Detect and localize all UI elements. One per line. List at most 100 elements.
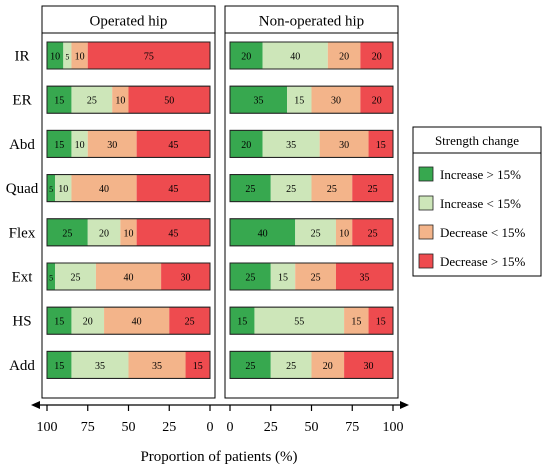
bar-segment	[270, 351, 312, 379]
row-label-ir: IR	[15, 49, 30, 65]
bar-border	[46, 262, 211, 291]
bar-value-label: 5	[49, 185, 53, 194]
bar-value-label: 30	[364, 361, 374, 372]
bar-segment	[335, 263, 393, 290]
legend-swatch	[418, 195, 434, 211]
bar-border	[46, 129, 211, 158]
bar-segment	[63, 42, 72, 69]
bar-segment	[319, 130, 369, 158]
bar-value-label: 40	[99, 184, 109, 195]
bar-value-label: 20	[83, 317, 93, 328]
bar-segment	[230, 86, 288, 114]
bar-segment	[47, 263, 56, 290]
legend-title: Strength change	[435, 133, 519, 148]
bar-border	[229, 41, 394, 70]
row-label-abd: Abd	[9, 137, 35, 153]
bar-segment	[128, 351, 186, 379]
bar-segment	[71, 86, 113, 114]
legend-swatch	[418, 253, 434, 269]
bar-segment	[185, 351, 210, 379]
bar-value-label: 5	[49, 274, 53, 283]
legend-swatch	[418, 166, 434, 182]
bar-segment	[136, 174, 210, 202]
bars-layer: 10 5 10 75 20 40 20 20 15 25 10 50 35 15 30 20 15 10 30 45 2…	[46, 41, 394, 379]
right-panel-title-box	[224, 5, 399, 34]
bar-segment	[311, 351, 345, 379]
bar-value-label: 30	[107, 140, 117, 151]
bar-value-label: 15	[376, 140, 386, 151]
bar-segment	[230, 307, 255, 335]
bar-border	[46, 85, 211, 114]
bar-segment	[352, 174, 393, 202]
bar-segment	[230, 42, 263, 69]
bar-segment	[169, 307, 210, 335]
bar-border	[229, 350, 394, 379]
bar-value-label: 25	[311, 228, 321, 239]
bar-value-label: 15	[54, 361, 64, 372]
bar-segment	[295, 263, 336, 290]
x-tick-label: 25	[162, 420, 176, 435]
bar-segment	[47, 130, 72, 158]
bar-border	[229, 174, 394, 203]
bar-segment	[136, 130, 210, 158]
bar-segment	[47, 174, 56, 202]
bar-value-label: 20	[241, 52, 251, 63]
bar-segment	[47, 351, 72, 379]
bar-value-label: 35	[286, 140, 296, 151]
x-tick-label: 75	[81, 420, 95, 435]
bar-value-label: 25	[71, 273, 81, 284]
bar-segment	[55, 174, 72, 202]
bar-value-label: 25	[245, 361, 255, 372]
x-tick-label: 0	[227, 420, 234, 435]
bar-border	[229, 218, 394, 247]
x-tick-label: 100	[383, 420, 404, 435]
bar-value-label: 25	[245, 273, 255, 284]
bar-value-label: 15	[376, 317, 386, 328]
bar-segment	[344, 307, 369, 335]
bar-value-label: 50	[164, 96, 174, 107]
bar-value-label: 45	[168, 140, 178, 151]
bar-value-label: 15	[351, 317, 361, 328]
bar-value-label: 40	[258, 228, 268, 239]
x-tick-label: 25	[264, 420, 278, 435]
bar-value-label: 30	[339, 140, 349, 151]
bar-value-label: 40	[290, 52, 300, 63]
row-labels-layer: IR ER Abd Quad Flex Ext HS Add	[6, 49, 39, 374]
legend-items-layer: Increase > 15% Increase < 15% Decrease < 1…	[418, 166, 525, 269]
legend-entry-label: Decrease < 15%	[440, 225, 525, 240]
bar-segment	[230, 130, 263, 158]
legend-entry-label: Increase < 15%	[440, 196, 521, 211]
x-tick-label: 50	[122, 420, 136, 435]
bar-value-label: 15	[237, 317, 247, 328]
right-panel-frame	[224, 32, 399, 399]
bar-border	[46, 350, 211, 379]
bar-value-label: 10	[50, 52, 60, 63]
bar-segment	[230, 263, 271, 290]
bar-segment	[136, 218, 210, 246]
bar-value-label: 25	[327, 184, 337, 195]
bar-value-label: 35	[254, 96, 264, 107]
bar-border	[46, 306, 211, 335]
left-panel-title: Operated hip	[90, 14, 168, 30]
bar-border	[46, 41, 211, 70]
bar-segment	[311, 86, 361, 114]
x-axis-arrow-right-head	[400, 401, 409, 409]
bar-value-label: 25	[245, 184, 255, 195]
bar-border	[229, 262, 394, 291]
bar-segment	[87, 42, 210, 69]
bar-value-label: 25	[286, 361, 296, 372]
bar-segment	[311, 174, 353, 202]
bar-value-label: 25	[286, 184, 296, 195]
bar-border	[46, 218, 211, 247]
bar-value-label: 15	[193, 361, 203, 372]
row-label-er: ER	[12, 93, 31, 109]
bar-value-label: 10	[339, 228, 349, 239]
bar-segment	[270, 174, 312, 202]
left-panel-title-box	[41, 5, 216, 34]
bar-segment	[47, 86, 72, 114]
bar-value-label: 25	[62, 228, 72, 239]
bar-value-label: 5	[65, 53, 69, 62]
x-tick-label: 50	[305, 420, 319, 435]
right-panel-title: Non-operated hip	[259, 14, 364, 30]
bar-value-label: 20	[372, 52, 382, 63]
